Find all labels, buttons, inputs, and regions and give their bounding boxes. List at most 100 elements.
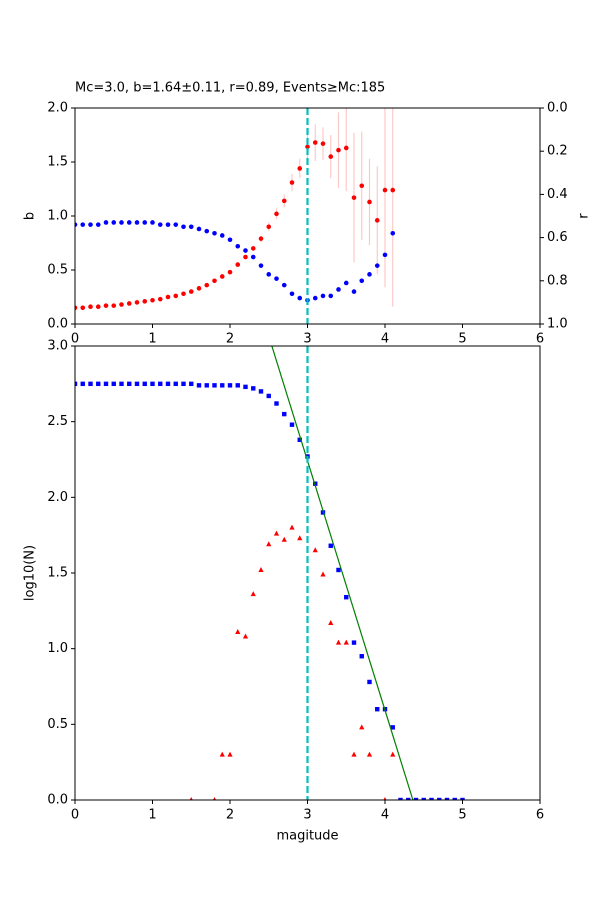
- point: [127, 381, 132, 387]
- point: [312, 547, 318, 553]
- point: [235, 262, 241, 267]
- point: [289, 524, 295, 530]
- point: [312, 295, 318, 301]
- point: [96, 381, 101, 387]
- chart-title: Mc=3.0, b=1.64±0.11, r=0.89, Events≥Mc:1…: [75, 81, 385, 96]
- point: [335, 639, 342, 645]
- x-tick-label: 4: [381, 808, 389, 823]
- point: [258, 389, 264, 394]
- point: [258, 263, 264, 268]
- point: [274, 276, 279, 281]
- point: [375, 707, 380, 712]
- point: [281, 198, 287, 204]
- point: [242, 633, 249, 639]
- point: [351, 751, 357, 757]
- point: [243, 254, 248, 260]
- point: [75, 381, 78, 387]
- point: [390, 751, 396, 757]
- point: [266, 541, 272, 547]
- y-tick-label: 2.0: [47, 490, 68, 505]
- x-tick-label: 0: [71, 332, 79, 347]
- x-tick-label: 2: [226, 808, 234, 823]
- point: [196, 383, 202, 388]
- point: [165, 294, 171, 300]
- point: [336, 147, 341, 153]
- point: [181, 291, 186, 297]
- point: [212, 230, 217, 236]
- y2-tick-label: 0.2: [547, 144, 568, 159]
- point: [266, 224, 272, 230]
- point: [274, 211, 279, 217]
- plot-area: [75, 108, 396, 311]
- y-axis-label: log10(N): [23, 545, 38, 601]
- point: [359, 278, 365, 284]
- point: [188, 224, 194, 230]
- point: [157, 296, 163, 302]
- point: [367, 199, 372, 205]
- x-tick-label: 3: [303, 332, 311, 347]
- point: [366, 751, 373, 757]
- point: [119, 220, 124, 225]
- point: [235, 629, 241, 635]
- point: [258, 566, 264, 572]
- point: [235, 383, 240, 388]
- point: [444, 797, 450, 800]
- point: [219, 274, 225, 279]
- point: [80, 222, 86, 227]
- point: [343, 145, 349, 151]
- point: [421, 797, 426, 800]
- point: [336, 567, 341, 573]
- point: [103, 381, 109, 387]
- y-tick-label: 3.0: [47, 339, 68, 354]
- point: [289, 422, 295, 427]
- y-tick-label: 2.5: [47, 414, 68, 429]
- point: [328, 543, 333, 548]
- y-tick-label: 0.0: [47, 317, 68, 332]
- point: [351, 289, 357, 294]
- point: [460, 797, 465, 800]
- point: [328, 619, 334, 625]
- point: [212, 383, 217, 388]
- point: [250, 246, 256, 251]
- x-axis-label: magitude: [276, 829, 338, 844]
- point: [119, 381, 124, 387]
- point: [212, 278, 217, 284]
- point: [220, 383, 225, 388]
- point: [111, 303, 117, 308]
- point: [328, 293, 334, 299]
- point: [266, 393, 271, 399]
- point: [227, 269, 233, 275]
- point: [111, 381, 116, 387]
- point: [297, 295, 303, 301]
- y-tick-label: 1.5: [47, 566, 68, 581]
- x-tick-label: 6: [536, 808, 544, 823]
- point: [95, 222, 101, 227]
- y2-tick-label: 0.8: [547, 273, 568, 288]
- point: [398, 797, 403, 800]
- point: [126, 301, 132, 306]
- point: [219, 233, 225, 238]
- point: [227, 751, 233, 757]
- point: [142, 220, 148, 225]
- point: [406, 797, 411, 800]
- y-axis-label: b: [23, 212, 38, 220]
- point: [320, 571, 326, 577]
- plot-area: [75, 346, 465, 800]
- point: [274, 401, 279, 406]
- point: [351, 640, 357, 645]
- point: [189, 381, 194, 387]
- point: [289, 291, 295, 297]
- y2-tick-label: 0.4: [547, 187, 568, 202]
- point: [204, 383, 209, 388]
- point: [281, 282, 287, 288]
- point: [126, 220, 132, 225]
- point: [343, 639, 349, 645]
- point: [75, 222, 78, 227]
- point: [383, 797, 387, 800]
- point: [336, 287, 341, 292]
- point: [320, 293, 326, 299]
- point: [173, 381, 178, 387]
- point: [80, 305, 86, 311]
- point: [266, 272, 272, 277]
